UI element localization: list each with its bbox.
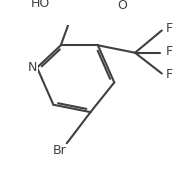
Text: N: N bbox=[28, 61, 37, 74]
Text: F: F bbox=[166, 68, 173, 81]
Text: F: F bbox=[165, 45, 172, 58]
Text: F: F bbox=[166, 22, 173, 36]
Text: HO: HO bbox=[30, 0, 50, 10]
Text: O: O bbox=[117, 0, 127, 12]
Text: Br: Br bbox=[52, 144, 66, 157]
